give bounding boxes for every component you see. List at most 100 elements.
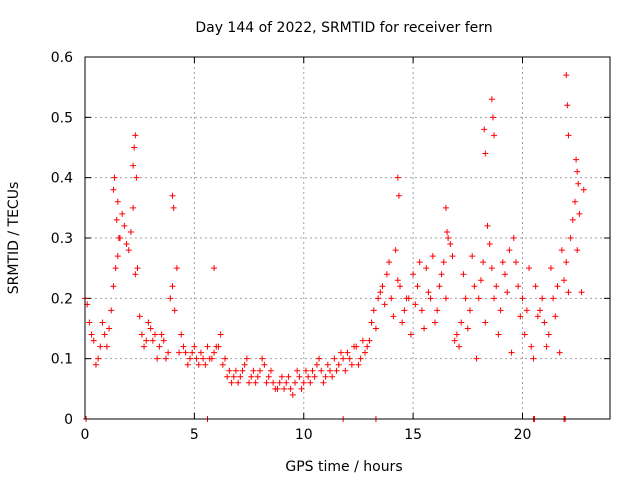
data-point — [534, 313, 541, 320]
data-point — [121, 222, 128, 229]
data-point — [324, 361, 331, 368]
y-tick-label: 0.6 — [51, 50, 73, 66]
data-point — [484, 222, 491, 229]
data-point — [344, 349, 351, 356]
data-point — [392, 247, 399, 254]
data-point — [316, 355, 323, 362]
y-tick-label: 0.2 — [51, 291, 73, 307]
data-point — [519, 295, 526, 302]
data-point — [257, 367, 263, 374]
data-point — [313, 361, 320, 368]
data-point — [287, 385, 294, 392]
data-point — [359, 337, 366, 344]
data-point — [444, 228, 451, 235]
data-point — [292, 379, 298, 386]
data-point — [366, 337, 373, 344]
data-point — [502, 271, 508, 278]
x-tick-label: 5 — [190, 427, 199, 443]
data-point — [125, 247, 132, 254]
data-point — [169, 283, 176, 290]
data-point — [565, 289, 572, 296]
data-point — [202, 361, 209, 368]
data-point — [449, 253, 456, 260]
data-point — [351, 343, 358, 350]
data-point — [228, 379, 235, 386]
data-point — [526, 265, 533, 272]
data-point — [401, 307, 408, 314]
data-point — [248, 373, 255, 380]
data-point — [95, 355, 102, 362]
data-point — [572, 198, 578, 205]
data-point — [206, 355, 213, 362]
data-point — [418, 307, 425, 314]
data-point — [158, 331, 165, 338]
y-tick-label: 0 — [64, 412, 73, 428]
data-point — [88, 331, 95, 338]
data-point — [506, 247, 513, 254]
data-point — [101, 331, 108, 338]
data-point — [154, 355, 161, 362]
data-point — [254, 373, 261, 380]
data-point — [115, 235, 122, 241]
data-point — [397, 283, 403, 290]
data-point — [232, 367, 239, 374]
data-point — [475, 295, 482, 302]
data-point — [395, 192, 402, 199]
data-point — [281, 385, 288, 392]
x-tick-label: 15 — [404, 427, 422, 443]
data-point — [217, 331, 224, 338]
data-point — [337, 349, 344, 356]
data-point — [261, 361, 268, 368]
data-point — [309, 367, 316, 374]
data-point — [530, 355, 537, 362]
data-point — [165, 349, 172, 356]
data-point — [138, 331, 145, 338]
data-point — [554, 283, 561, 290]
data-point — [342, 367, 349, 374]
data-point — [318, 367, 325, 374]
data-point — [403, 295, 410, 302]
data-point — [145, 319, 152, 326]
data-point — [563, 259, 570, 266]
data-point — [252, 379, 259, 386]
data-point — [388, 295, 395, 302]
data-point — [230, 373, 237, 380]
data-point — [307, 379, 314, 386]
data-point — [189, 349, 196, 356]
data-point — [370, 307, 377, 314]
data-point — [169, 192, 176, 199]
data-point — [447, 241, 454, 248]
data-point — [539, 295, 546, 302]
data-point — [99, 319, 106, 326]
data-point — [162, 355, 169, 362]
data-point — [442, 295, 449, 302]
data-point — [333, 367, 340, 374]
data-point — [294, 367, 301, 374]
data-point — [416, 259, 423, 266]
data-point — [550, 295, 557, 302]
data-point — [184, 361, 191, 368]
data-point — [329, 373, 336, 380]
data-point — [111, 174, 118, 181]
data-point — [113, 216, 120, 223]
data-point — [222, 355, 228, 362]
data-point — [173, 265, 180, 272]
data-point — [241, 361, 248, 368]
data-point — [119, 210, 126, 217]
data-point — [226, 367, 233, 374]
data-point — [147, 325, 154, 332]
data-point — [141, 343, 148, 350]
data-point — [114, 253, 121, 260]
data-point — [112, 265, 119, 272]
data-point — [235, 379, 242, 386]
data-point — [331, 355, 338, 362]
data-point — [372, 325, 379, 332]
data-point — [178, 331, 185, 338]
data-point — [528, 343, 535, 350]
data-point — [215, 343, 222, 350]
data-point — [456, 343, 463, 350]
data-point — [346, 355, 353, 362]
data-point — [469, 253, 476, 260]
data-point — [574, 247, 581, 254]
data-point — [453, 331, 460, 338]
